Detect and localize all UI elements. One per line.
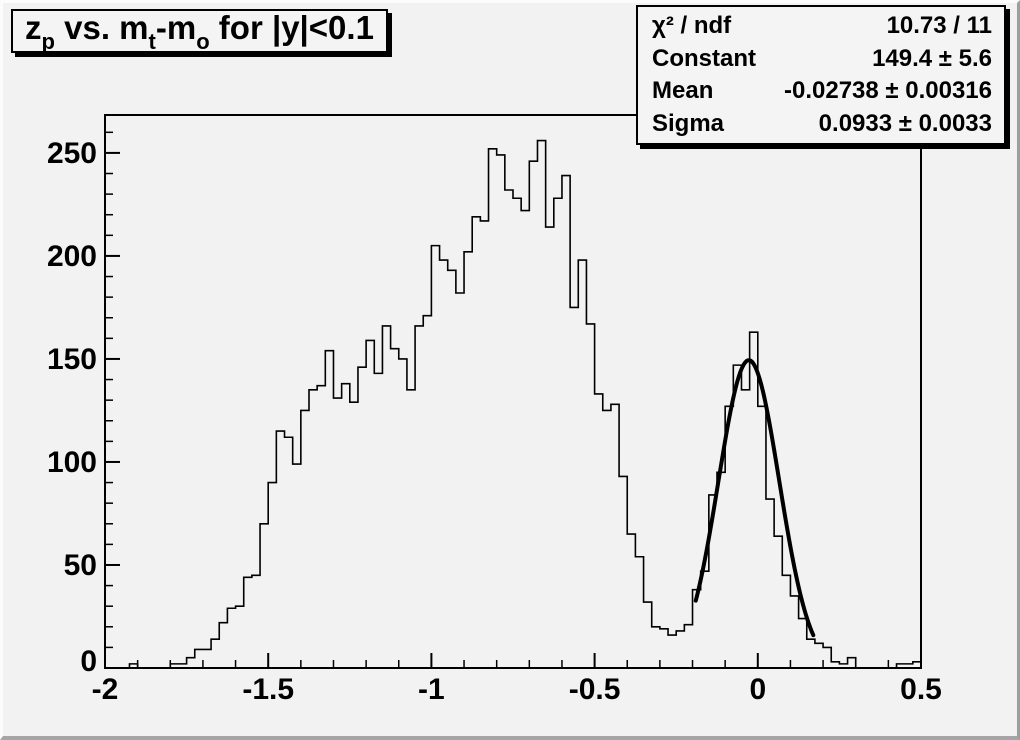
gaussian-fit-curve [693,358,816,638]
stats-label: Constant [652,44,756,72]
x-axis-tick-label: -0.5 [569,673,621,706]
stats-value: 0.0933 ± 0.0033 [818,109,992,137]
page-title: zp vs. mt-mo for |y|<0.1 [25,9,374,54]
title-text-part: for |y|<0.1 [209,9,374,47]
stats-row-mean: Mean -0.02738 ± 0.00316 [638,76,1004,106]
title-text-part: -m [155,9,197,47]
title-subscript: p [41,28,55,54]
stats-label: Sigma [652,109,725,137]
title-text-part: z [25,9,42,47]
x-axis-tick-label: -2 [92,673,119,706]
stats-value: -0.02738 ± 0.00316 [783,77,992,105]
y-axis-tick-label: 0 [80,645,97,678]
stats-row-constant: Constant 149.4 ± 5.6 [638,44,1004,74]
y-axis-tick-label: 250 [47,137,97,170]
title-box: zp vs. mt-mo for |y|<0.1 [11,9,388,54]
stats-row-sigma: Sigma 0.0933 ± 0.0033 [638,109,1004,139]
x-axis-tick-label: 0 [749,673,766,706]
stats-label: χ² / ndf [652,12,732,40]
y-axis-tick-label: 50 [64,549,97,582]
x-axis-tick-label: -1.5 [242,673,294,706]
histogram-line [105,139,922,669]
stats-box: χ² / ndf 10.73 / 11 Constant 149.4 ± 5.6… [636,5,1006,145]
title-text-part: vs. m [54,9,149,47]
y-axis-tick-label: 100 [47,446,97,479]
y-axis-tick-label: 200 [47,240,97,273]
x-axis-tick-label: 0.5 [900,673,942,706]
stats-value: 10.73 / 11 [886,12,992,40]
y-axis-tick-label: 150 [47,343,97,376]
x-axis-tick-label: -1 [418,673,445,706]
stats-row-chi2: χ² / ndf 10.73 / 11 [638,11,1004,41]
plot-area: -2 -1.5 -1 -0.5 0 0.5 0 50 100 150 200 250 [47,114,942,706]
stats-value: 149.4 ± 5.6 [872,44,992,72]
plot-frame [104,114,922,669]
stats-label: Mean [652,77,714,105]
title-subscript: t [148,28,156,54]
title-subscript: o [196,28,210,54]
